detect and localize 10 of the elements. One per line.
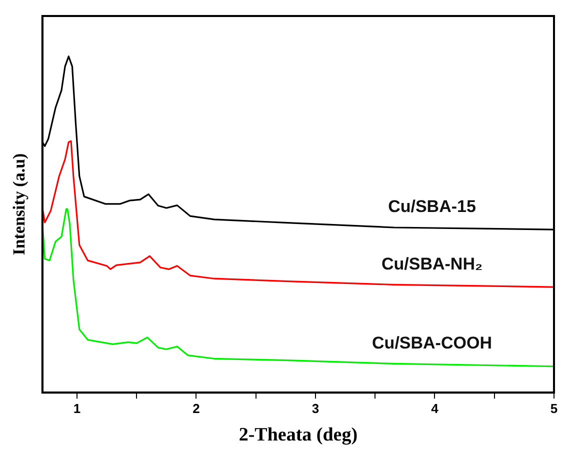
x-tick-label: 5: [550, 400, 558, 416]
series-label: Cu/SBA-15: [388, 197, 476, 216]
x-tick-label: 2: [192, 400, 200, 416]
y-axis-title: Intensity (a.u): [10, 153, 29, 256]
series-label: Cu/SBA-COOH: [372, 334, 492, 353]
x-tick-label: 1: [73, 400, 81, 416]
x-tick-label: 4: [431, 400, 440, 416]
x-axis-title: 2-Theata (deg): [238, 424, 358, 446]
x-tick-label: 3: [312, 400, 320, 416]
series-label: Cu/SBA-NH₂: [381, 254, 483, 274]
